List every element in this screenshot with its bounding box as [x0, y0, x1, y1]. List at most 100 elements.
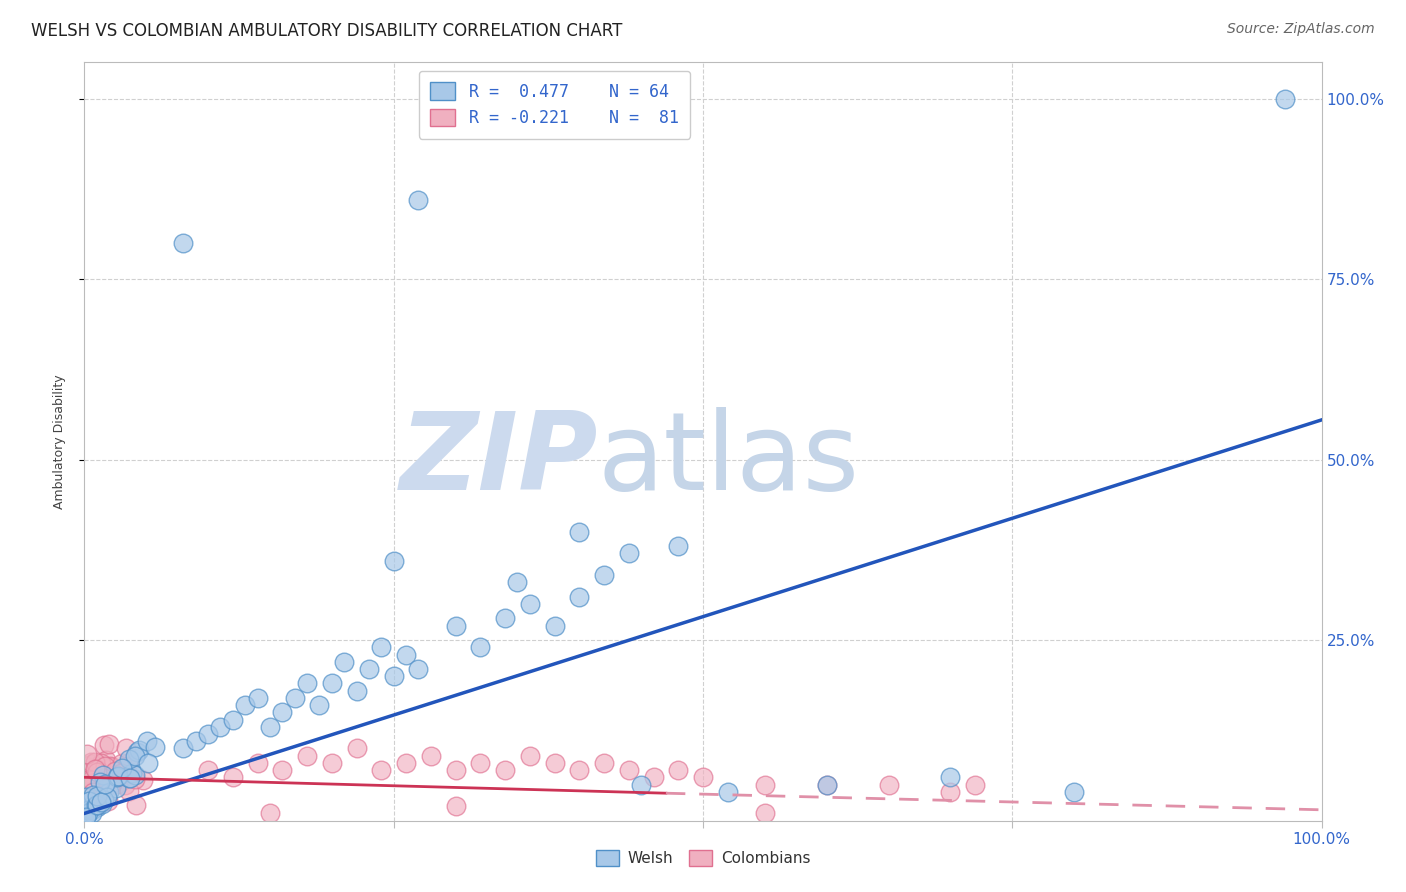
Point [104, 781, 127, 796]
Point [754, 806, 776, 821]
Point [494, 763, 516, 777]
Point [90, 796, 112, 810]
Point [83, 783, 105, 797]
Point [77, 772, 100, 787]
Point [382, 669, 405, 683]
Point [82, 785, 104, 799]
Point [197, 763, 219, 777]
Point [184, 734, 207, 748]
Point [94, 753, 117, 767]
Legend: Welsh, Colombians: Welsh, Colombians [588, 842, 818, 873]
Point [197, 727, 219, 741]
Point [103, 771, 125, 785]
Point [444, 618, 467, 632]
Point [246, 756, 269, 770]
Point [692, 770, 714, 784]
Point [80, 778, 103, 792]
Point [939, 770, 962, 784]
Point [110, 773, 132, 788]
Text: atlas: atlas [598, 408, 860, 514]
Point [321, 676, 343, 690]
Point [222, 770, 245, 784]
Point [444, 799, 467, 814]
Point [82, 776, 104, 790]
Point [94, 767, 117, 781]
Point [246, 690, 269, 705]
Point [75, 779, 97, 793]
Point [97, 795, 120, 809]
Point [87, 795, 110, 809]
Point [128, 742, 150, 756]
Point [75, 802, 97, 816]
Point [104, 764, 127, 778]
Point [86, 800, 108, 814]
Point [82, 804, 104, 818]
Point [91, 768, 114, 782]
Point [75, 778, 97, 792]
Point [80, 755, 103, 769]
Point [395, 648, 418, 662]
Point [222, 713, 245, 727]
Point [419, 748, 441, 763]
Point [271, 763, 294, 777]
Point [94, 777, 117, 791]
Point [75, 758, 97, 772]
Point [125, 798, 148, 813]
Point [259, 806, 281, 821]
Text: Source: ZipAtlas.com: Source: ZipAtlas.com [1227, 22, 1375, 37]
Point [395, 756, 418, 770]
Point [100, 760, 122, 774]
Point [93, 793, 115, 807]
Point [89, 775, 111, 789]
Point [506, 575, 529, 590]
Point [121, 765, 143, 780]
Point [97, 785, 120, 799]
Point [643, 770, 665, 784]
Point [408, 662, 430, 676]
Point [86, 797, 108, 812]
Point [125, 745, 148, 759]
Point [110, 774, 132, 789]
Y-axis label: Ambulatory Disability: Ambulatory Disability [53, 375, 66, 508]
Point [76, 780, 98, 794]
Point [877, 778, 900, 792]
Point [98, 737, 121, 751]
Point [118, 771, 141, 785]
Point [75, 810, 97, 824]
Point [86, 789, 108, 803]
Point [815, 778, 838, 792]
Point [111, 756, 134, 771]
Point [132, 772, 155, 787]
Point [77, 806, 100, 821]
Point [965, 778, 987, 792]
Point [408, 193, 430, 207]
Point [90, 759, 112, 773]
Point [543, 756, 565, 770]
Point [815, 778, 838, 792]
Point [93, 771, 115, 785]
Point [136, 756, 159, 771]
Point [79, 802, 101, 816]
Point [86, 762, 108, 776]
Point [93, 738, 115, 752]
Point [86, 764, 108, 779]
Point [357, 662, 380, 676]
Point [105, 770, 128, 784]
Point [939, 785, 962, 799]
Point [346, 683, 368, 698]
Point [568, 590, 591, 604]
Point [666, 539, 689, 553]
Point [444, 763, 467, 777]
Point [543, 618, 565, 632]
Point [98, 758, 121, 772]
Point [117, 756, 139, 770]
Point [87, 793, 110, 807]
Point [118, 752, 141, 766]
Point [82, 776, 104, 790]
Point [295, 676, 318, 690]
Point [89, 772, 111, 786]
Point [77, 794, 100, 808]
Point [124, 772, 146, 786]
Point [124, 749, 146, 764]
Point [295, 748, 318, 763]
